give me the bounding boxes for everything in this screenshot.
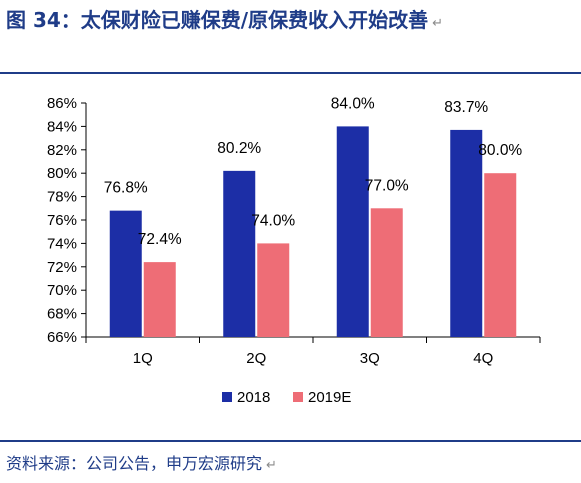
source-note: 资料来源：公司公告，申万宏源研究 ↵ [6,450,277,474]
x-tick-label: 1Q [133,350,153,367]
legend-label-2018: 2018 [237,389,270,406]
bar-2018-1Q [109,210,142,337]
legend-swatch-2018 [222,392,232,402]
y-tick-label: 68% [47,306,77,323]
bar-2019E-1Q [143,262,176,337]
source-paragraph-mark: ↵ [266,458,277,473]
x-tick-label: 2Q [246,350,266,367]
data-label-2019E-4Q: 80.0% [478,142,522,159]
y-tick-label: 66% [47,329,77,346]
y-tick-label: 76% [47,212,77,229]
x-tick-label: 3Q [360,350,380,367]
bar-2018-3Q [336,126,369,338]
y-tick-label: 70% [47,282,77,299]
bar-2018-4Q [450,129,483,337]
y-tick-label: 80% [47,165,77,182]
bar-2019E-3Q [370,208,403,337]
y-tick-label: 74% [47,235,77,252]
bar-chart: 66% 68% 70% 72% 74% 76% 78% 80% 82% 84% 86% 76.8% 72… [47,95,541,406]
chart-title: 图 34：太保财险已赚保费/原保费收入开始改善 ↵ [6,4,443,33]
legend-swatch-2019E [293,392,303,402]
bar-2019E-2Q [257,243,290,337]
y-tick-label: 86% [47,95,77,112]
legend-label-2019E: 2019E [308,389,351,406]
data-label-2019E-3Q: 77.0% [365,177,409,194]
bar-2018-2Q [223,170,256,337]
bar-2019E-4Q [484,173,517,337]
bottom-divider [0,440,581,442]
data-label-2018-2Q: 80.2% [217,140,261,157]
data-label-2018-1Q: 76.8% [104,180,148,197]
top-divider [0,72,581,74]
source-text: 资料来源：公司公告，申万宏源研究 [6,454,263,473]
title-paragraph-mark: ↵ [432,16,444,31]
y-tick-label: 78% [47,189,77,206]
y-tick-label: 72% [47,259,77,276]
data-label-2018-4Q: 83.7% [444,99,488,116]
y-tick-label: 82% [47,142,77,159]
data-label-2019E-1Q: 72.4% [138,231,182,248]
y-tick-label: 84% [47,118,77,135]
data-label-2018-3Q: 84.0% [331,95,375,112]
chart-title-text: 图 34：太保财险已赚保费/原保费收入开始改善 [6,8,429,32]
data-label-2019E-2Q: 74.0% [251,212,295,229]
x-tick-label: 4Q [473,350,493,367]
